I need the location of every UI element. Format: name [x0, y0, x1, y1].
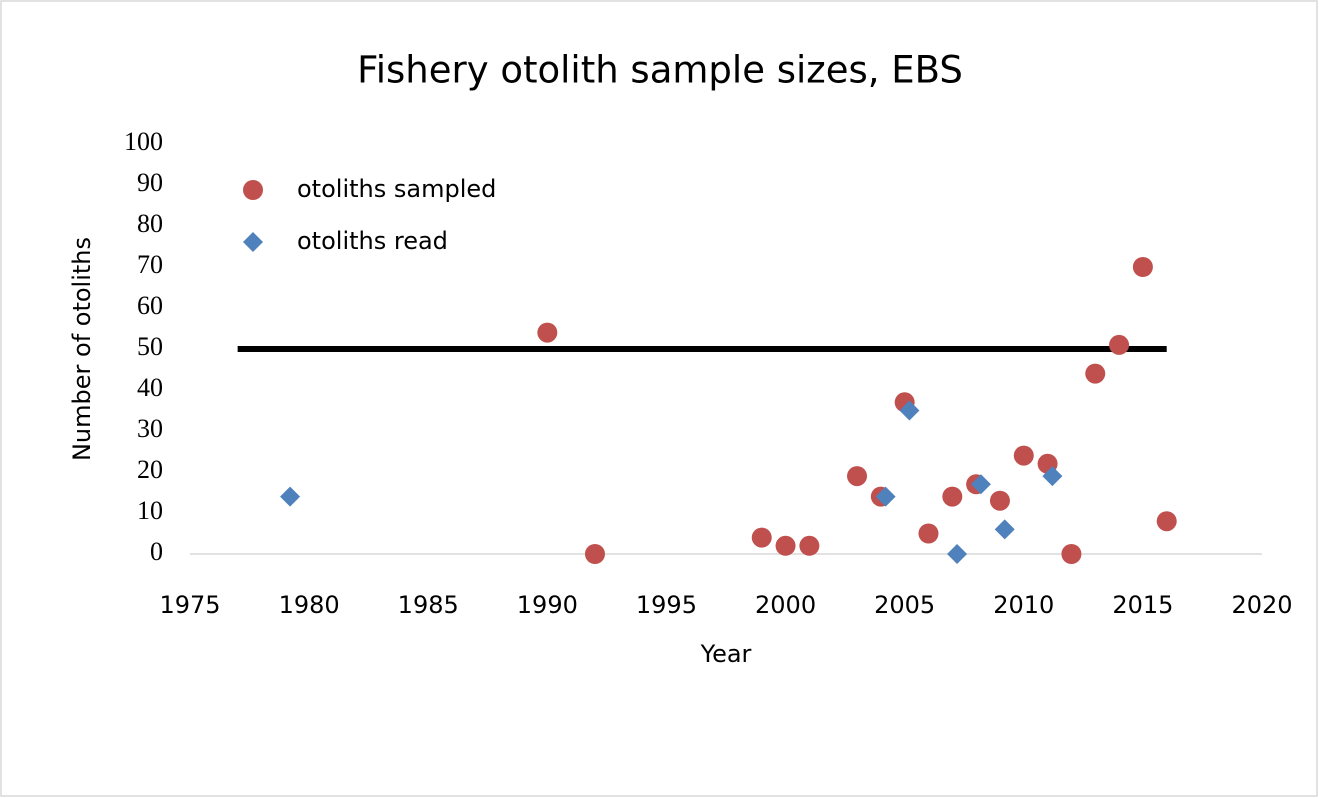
- point: [280, 486, 301, 507]
- legend-label: otoliths read: [297, 227, 448, 255]
- point: [970, 474, 991, 495]
- y-tick-label: 20: [137, 455, 163, 484]
- y-tick-label: 70: [137, 250, 163, 279]
- y-tick-label: 30: [137, 414, 163, 443]
- point: [1061, 544, 1082, 564]
- legend-label: otoliths sampled: [297, 175, 496, 203]
- point: [918, 523, 939, 544]
- point: [847, 466, 868, 487]
- point: [1132, 257, 1153, 277]
- point: [989, 490, 1010, 511]
- x-tick-label: 2015: [1112, 591, 1173, 619]
- x-tick-label: 2010: [993, 591, 1054, 619]
- point: [1013, 445, 1034, 466]
- point: [994, 519, 1015, 540]
- y-tick-label: 80: [137, 209, 163, 238]
- point: [799, 535, 820, 556]
- point: [537, 322, 558, 343]
- y-tick-label: 0: [150, 537, 163, 566]
- point: [1085, 363, 1106, 384]
- point: [1042, 466, 1063, 487]
- point: [1109, 334, 1130, 355]
- point: [942, 486, 963, 507]
- y-tick-label: 50: [137, 332, 163, 361]
- x-tick-label: 1985: [398, 591, 459, 619]
- x-tick-label: 1990: [517, 591, 578, 619]
- x-tick-label: 2000: [755, 591, 816, 619]
- point: [751, 527, 772, 548]
- x-tick-label: 1975: [159, 591, 220, 619]
- y-axis-label: Number of otoliths: [68, 237, 96, 461]
- x-tick-label: 1980: [279, 591, 340, 619]
- y-tick-label: 90: [137, 168, 163, 197]
- chart-title: Fishery otolith sample sizes, EBS: [357, 49, 963, 92]
- y-tick-label: 40: [137, 373, 163, 402]
- x-axis-label: Year: [700, 640, 752, 668]
- y-tick-label: 10: [137, 496, 163, 525]
- point: [899, 400, 920, 421]
- x-tick-label: 2005: [874, 591, 935, 619]
- point: [584, 544, 605, 564]
- legend-marker: [243, 180, 263, 200]
- x-tick-label: 1995: [636, 591, 697, 619]
- point: [875, 486, 896, 507]
- y-tick-label: 100: [124, 127, 163, 156]
- point: [775, 535, 796, 556]
- x-tick-label: 2020: [1231, 591, 1292, 619]
- point: [947, 544, 968, 564]
- point: [1156, 511, 1177, 532]
- legend-marker: [243, 232, 263, 252]
- y-tick-label: 60: [137, 291, 163, 320]
